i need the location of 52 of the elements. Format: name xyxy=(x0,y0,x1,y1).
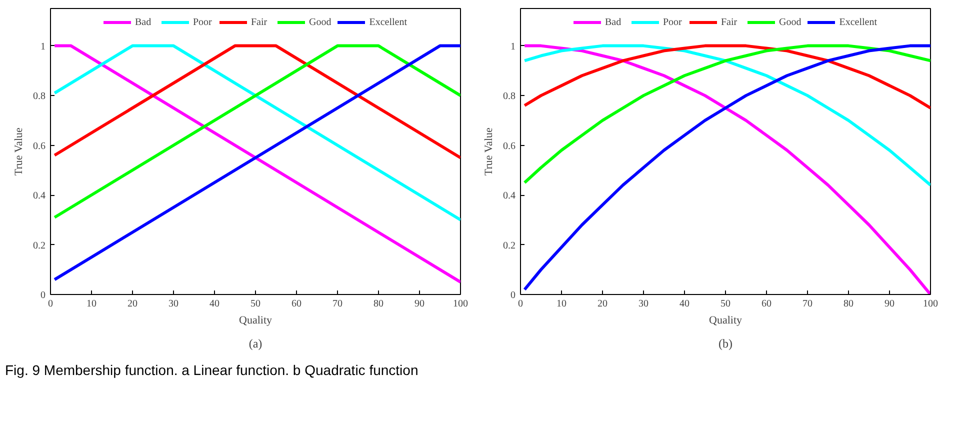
y-axis-title: True Value xyxy=(483,127,495,176)
x-axis-title: Quality xyxy=(239,314,272,326)
legend-label: Bad xyxy=(135,16,152,28)
x-tick-label: 10 xyxy=(556,298,566,310)
x-tick-label: 90 xyxy=(414,298,424,310)
y-tick-label: 0.4 xyxy=(33,190,46,202)
x-tick-label: 60 xyxy=(292,298,302,310)
x-tick-label: 20 xyxy=(598,298,608,310)
x-tick-label: 40 xyxy=(680,298,690,310)
y-tick-label: 1 xyxy=(40,41,46,52)
caption: Fig. 9 Membership function. a Linear function. b Quadratic function xyxy=(5,361,418,380)
x-tick-label: 30 xyxy=(638,298,648,310)
x-tick-label: 50 xyxy=(250,298,260,310)
x-tick-label: 100 xyxy=(923,298,938,310)
x-tick-label: 40 xyxy=(210,298,220,310)
legend-label: Excellent xyxy=(839,16,877,28)
x-tick-label: 70 xyxy=(332,298,342,310)
text: (a) xyxy=(248,336,262,350)
y-tick-label: 0.8 xyxy=(33,91,46,102)
legend-label: Fair xyxy=(721,16,738,28)
y-tick-label: 0 xyxy=(40,290,46,301)
text: (b) xyxy=(718,336,733,350)
x-tick-label: 10 xyxy=(86,298,96,310)
x-tick-label: 20 xyxy=(128,298,138,310)
x-tick-label: 0 xyxy=(48,298,53,310)
x-tick-label: 80 xyxy=(844,298,854,310)
legend-label: Excellent xyxy=(369,16,407,28)
x-tick-label: 70 xyxy=(802,298,812,310)
y-tick-label: 1 xyxy=(510,41,516,52)
line-series xyxy=(523,44,930,110)
legend-label: Good xyxy=(779,16,802,28)
y-tick-label: 0.4 xyxy=(503,190,516,202)
legend-label: Fair xyxy=(251,16,268,28)
x-tick-label: 0 xyxy=(518,298,523,310)
y-tick-label: 0.8 xyxy=(503,91,516,102)
legend-label: Poor xyxy=(193,16,213,28)
x-tick-label: 80 xyxy=(374,298,384,310)
y-axis-title: True Value xyxy=(13,127,25,176)
y-tick-label: 0.6 xyxy=(33,140,46,152)
legend-label: Poor xyxy=(663,16,683,28)
legend-label: Bad xyxy=(605,16,622,28)
x-tick-label: 60 xyxy=(762,298,772,310)
legend-label: Good xyxy=(309,16,332,28)
x-tick-label: 50 xyxy=(720,298,730,310)
y-tick-label: 0.2 xyxy=(33,240,46,252)
y-tick-label: 0.2 xyxy=(503,240,516,252)
x-tick-label: 100 xyxy=(453,298,468,310)
y-tick-label: 0 xyxy=(510,290,516,301)
x-tick-label: 30 xyxy=(168,298,178,310)
y-tick-label: 0.6 xyxy=(503,140,516,152)
x-tick-label: 90 xyxy=(884,298,894,310)
x-axis-title: Quality xyxy=(709,314,742,326)
